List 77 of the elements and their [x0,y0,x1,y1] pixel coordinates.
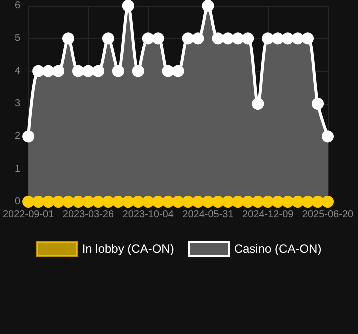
point [292,196,304,208]
point [112,196,124,208]
point [212,196,224,208]
point [162,65,174,78]
point [312,196,324,208]
point [242,32,254,45]
point [282,32,294,45]
point [162,196,174,208]
point [102,196,114,208]
x-tick-label: 2025-06-20 [302,210,354,220]
point [62,196,74,208]
y-tick-label: 4 [15,66,22,77]
point [252,196,264,208]
y-tick-label: 0 [15,196,22,208]
point [292,32,304,45]
y-tick-label: 2 [15,131,22,142]
point [282,196,294,208]
point [42,65,55,78]
point [112,65,124,78]
point [152,196,164,208]
point [92,196,104,208]
point [322,130,334,143]
point [212,32,224,45]
y-tick-label: 6 [15,0,22,12]
point [52,65,65,78]
point [122,0,134,12]
point [222,196,234,208]
point [62,32,74,45]
point [82,196,94,208]
point [132,196,144,208]
point [192,196,204,208]
point [142,196,154,208]
point [42,196,55,208]
point [72,65,84,78]
point [242,196,254,208]
point [202,196,214,208]
point [272,196,284,208]
point [122,196,134,208]
point [202,0,214,12]
point [142,32,154,45]
point [92,65,104,78]
point [72,196,84,208]
point [302,32,314,45]
point [182,196,194,208]
point [312,98,324,110]
point [32,65,45,78]
point [222,32,234,45]
x-tick-label: 2023-10-04 [122,210,174,220]
point [232,196,244,208]
y-tick-label: 1 [15,164,22,175]
point [172,196,184,208]
point [272,32,284,45]
point [172,65,184,78]
x-tick-label: 2023-03-26 [62,210,114,220]
point [102,32,114,45]
point [152,32,164,45]
legend-label: In lobby (CA-ON) [82,242,174,256]
point [132,65,144,78]
point [52,196,65,208]
point [252,98,264,110]
point [262,32,274,45]
legend-label: Casino (CA-ON) [234,242,322,256]
point [322,196,334,208]
point [302,196,314,208]
point [182,32,194,45]
point [22,130,35,143]
y-tick-label: 3 [15,98,22,110]
point [32,196,45,208]
x-tick-label: 2024-12-09 [242,210,294,220]
point [232,32,244,45]
point [22,196,35,208]
y-tick-label: 5 [15,33,22,44]
point [82,65,94,78]
x-tick-label: 2022-09-01 [3,210,55,220]
point [192,32,204,45]
x-tick-label: 2024-05-31 [182,210,234,220]
point [262,196,274,208]
